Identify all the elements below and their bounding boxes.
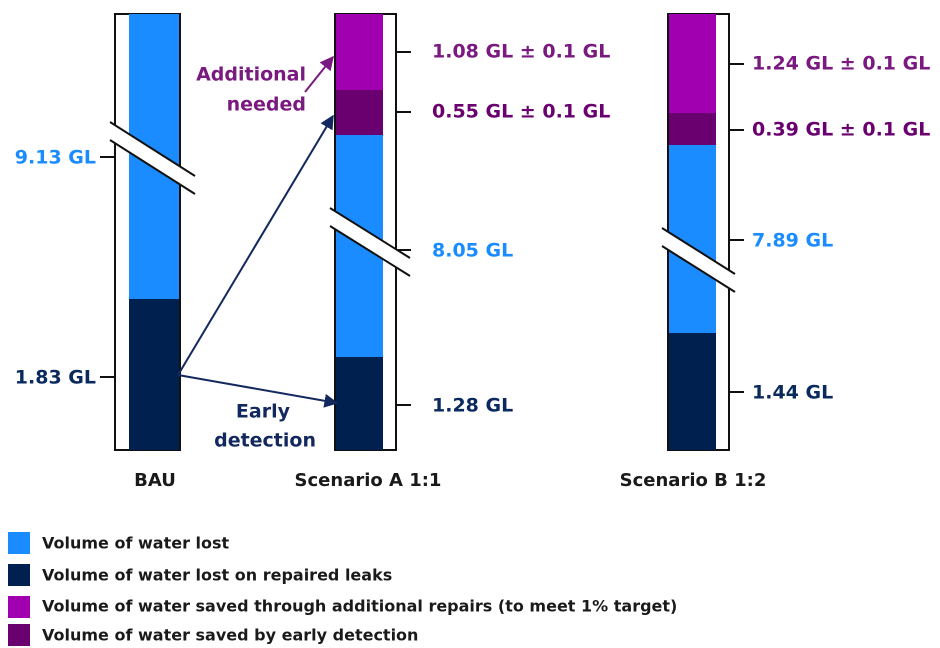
value-label: 9.13 GL [15,147,96,169]
break-line [661,227,736,275]
value-label: 7.89 GL [752,230,833,252]
break-line [661,245,736,293]
legend-label: Volume of water saved by early detection [42,626,418,645]
legend-label: Volume of water lost [42,534,230,553]
value-label: 1.44 GL [752,382,833,404]
value-label: 0.39 GL ± 0.1 GL [752,119,930,141]
break-gap [110,122,195,194]
segment-repaired [669,333,716,450]
bar-name: Scenario B 1:2 [620,470,767,491]
bar-name: Scenario A 1:1 [295,470,442,491]
value-label: 1.83 GL [15,367,96,389]
legend-swatch [8,596,30,618]
break-line [329,207,411,259]
bar-scenario-b: 1.24 GL ± 0.1 GL 0.39 GL ± 0.1 GL 7.89 G… [620,13,930,491]
segment-early [336,90,383,135]
annotation: Early [236,401,291,423]
bar-name: BAU [134,470,176,491]
value-label: 1.08 GL ± 0.1 GL [432,41,610,63]
break-line [109,121,196,177]
legend-swatch [8,564,30,586]
arrow [304,55,334,93]
break-line [109,139,196,195]
value-label: 0.55 GL ± 0.1 GL [432,101,610,123]
break-gap [662,228,735,292]
arrow [177,114,334,376]
legend-swatch [8,624,30,646]
legend-swatch [8,532,30,554]
bar-scenario-a: 1.08 GL ± 0.1 GL 0.55 GL ± 0.1 GL 8.05 G… [295,13,610,491]
legend: Volume of water lost Volume of water los… [8,532,677,646]
value-label: 8.05 GL [432,240,513,262]
legend-label: Volume of water lost on repaired leaks [42,566,392,585]
bar-bau: 9.13 GL 1.83 GL BAU [15,13,196,491]
segment-repaired [336,357,383,450]
value-label: 1.24 GL ± 0.1 GL [752,53,930,75]
segment-early [669,113,716,145]
annotation: needed [227,94,306,116]
break-gap [330,208,410,276]
arrow [177,374,339,408]
segment-additional [669,14,716,113]
segment-additional [336,14,383,90]
annotation: Additional [196,64,306,86]
legend-label: Volume of water saved through additional… [42,597,677,616]
value-label: 1.28 GL [432,395,513,417]
segment-repaired [129,299,179,450]
annotation: detection [214,430,316,452]
break-line [329,225,411,277]
